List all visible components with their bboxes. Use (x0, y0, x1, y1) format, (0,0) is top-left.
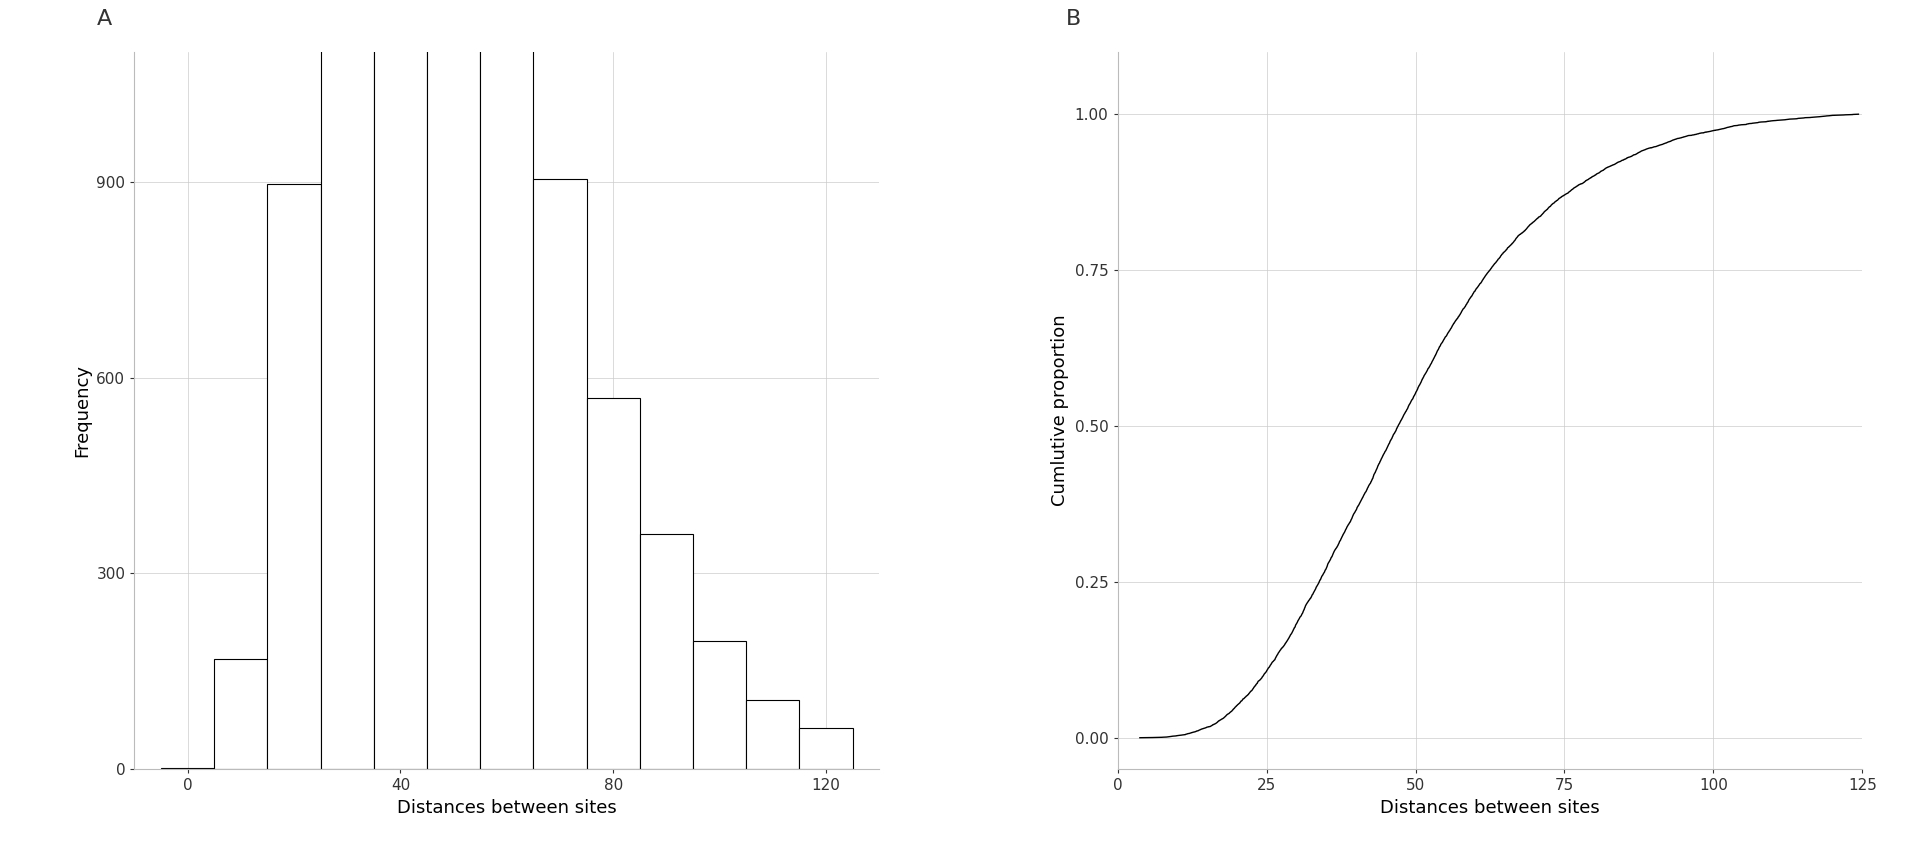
Bar (321, 0, 374, 769)
X-axis label: Distances between sites: Distances between sites (397, 798, 616, 816)
Bar (639, 534, 693, 769)
Bar (534, 179, 588, 769)
Bar (799, 727, 852, 769)
Bar (267, 184, 321, 769)
Bar (426, 0, 480, 769)
Text: A: A (98, 9, 113, 29)
Bar (747, 700, 799, 769)
Bar (693, 641, 747, 769)
Bar (215, 658, 267, 769)
Y-axis label: Cumlutive proportion: Cumlutive proportion (1052, 314, 1069, 506)
Bar (480, 0, 534, 769)
X-axis label: Distances between sites: Distances between sites (1380, 798, 1599, 816)
Y-axis label: Frequency: Frequency (73, 364, 90, 457)
Text: B: B (1066, 9, 1081, 29)
Bar (374, 0, 426, 769)
Bar (588, 398, 639, 769)
